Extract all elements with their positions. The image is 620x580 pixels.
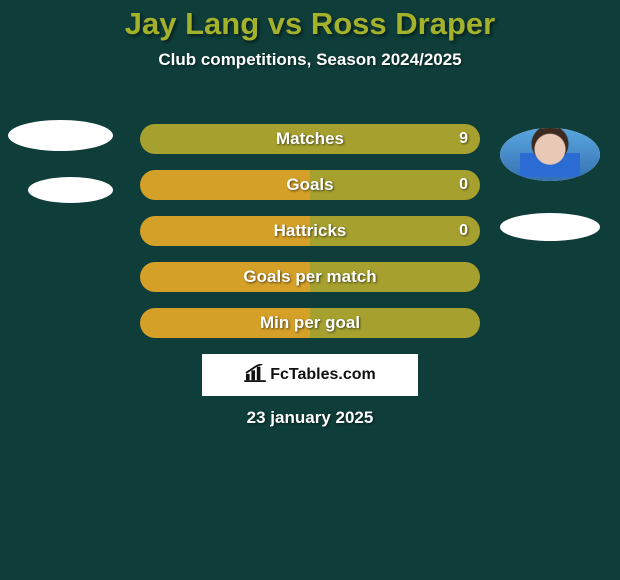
player-right-avatar-1 xyxy=(500,128,600,181)
player-left-avatar-1 xyxy=(8,120,113,151)
page-subtitle: Club competitions, Season 2024/2025 xyxy=(0,50,620,70)
stat-label: Min per goal xyxy=(140,313,480,333)
comparison-bars: Matches9Goals0Hattricks0Goals per matchM… xyxy=(140,124,480,354)
page-title: Jay Lang vs Ross Draper xyxy=(0,0,620,42)
stat-row: Goals0 xyxy=(140,170,480,200)
stat-value-right: 9 xyxy=(459,130,468,148)
stat-label: Hattricks xyxy=(140,221,480,241)
stat-label: Goals xyxy=(140,175,480,195)
player-left-avatar-2 xyxy=(28,177,113,203)
stat-row: Goals per match xyxy=(140,262,480,292)
player-right-avatar-2 xyxy=(500,213,600,241)
brand-box: FcTables.com xyxy=(202,354,418,396)
stat-label: Goals per match xyxy=(140,267,480,287)
snapshot-date: 23 january 2025 xyxy=(0,408,620,428)
brand-chart-icon xyxy=(244,364,266,387)
stat-value-right: 0 xyxy=(459,176,468,194)
stat-value-right: 0 xyxy=(459,222,468,240)
brand-text: FcTables.com xyxy=(270,366,376,384)
stat-row: Hattricks0 xyxy=(140,216,480,246)
stat-row: Min per goal xyxy=(140,308,480,338)
stat-label: Matches xyxy=(140,129,480,149)
stat-row: Matches9 xyxy=(140,124,480,154)
